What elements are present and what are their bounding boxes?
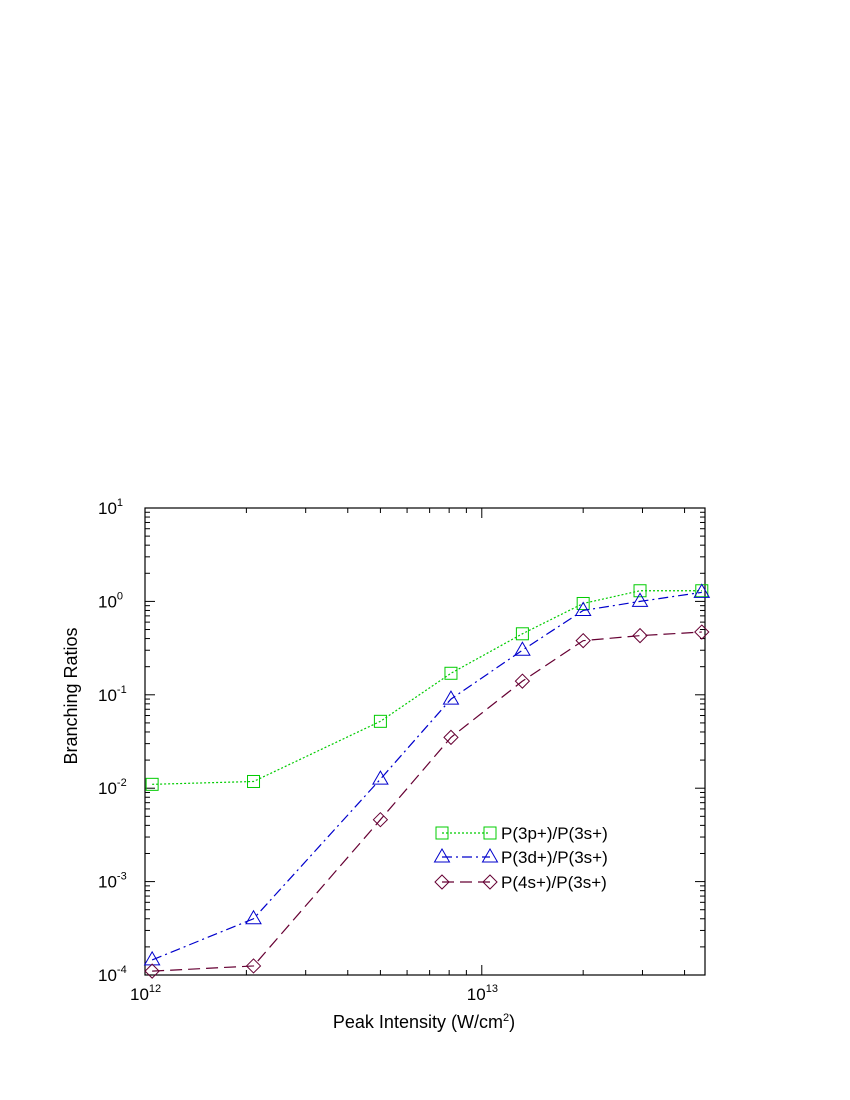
y-tick-label: 10-1 bbox=[98, 684, 127, 705]
data-point bbox=[574, 601, 592, 616]
data-point bbox=[245, 909, 262, 925]
series-line bbox=[152, 590, 702, 785]
legend: P(3p+)/P(3s+) P(3d+)/P(3s+) P(4s+)/P(3s+) bbox=[433, 824, 608, 892]
data-point bbox=[632, 627, 648, 644]
series-3 bbox=[144, 624, 710, 979]
x-axis-title-main: Peak Intensity (W/cm bbox=[333, 1012, 503, 1032]
data-point bbox=[143, 950, 161, 966]
data-point bbox=[515, 627, 529, 641]
x-tick-label-base: 10 bbox=[130, 985, 149, 1004]
series-2 bbox=[143, 583, 711, 966]
y-tick-label-exp: -4 bbox=[117, 964, 127, 976]
data-point bbox=[514, 641, 531, 656]
y-tick-label-exp: 1 bbox=[117, 497, 123, 509]
x-axis-title-sup: 2 bbox=[503, 1012, 509, 1024]
data-point bbox=[694, 624, 710, 640]
y-tick-label: 10-3 bbox=[98, 871, 127, 892]
y-tick-label-exp: -3 bbox=[117, 871, 127, 883]
data-point bbox=[443, 729, 459, 746]
y-tick-label-exp: 0 bbox=[117, 590, 123, 602]
y-tick-label: 10-4 bbox=[98, 964, 127, 985]
data-point bbox=[372, 770, 389, 785]
x-tick-label-exp: 12 bbox=[149, 983, 161, 995]
legend-label: P(4s+)/P(3s+) bbox=[501, 873, 607, 892]
y-tick-label-base: 10 bbox=[98, 779, 117, 798]
y-tick-label-base: 10 bbox=[98, 873, 117, 892]
y-tick-label-base: 10 bbox=[98, 592, 117, 611]
legend-item: P(4s+)/P(3s+) bbox=[434, 873, 607, 892]
data-point bbox=[514, 673, 531, 689]
legend-marker bbox=[483, 826, 497, 840]
data-point bbox=[245, 958, 262, 974]
legend-marker bbox=[435, 826, 449, 840]
legend-marker bbox=[481, 847, 499, 863]
legend-marker bbox=[433, 847, 451, 863]
y-tick-label: 10-2 bbox=[98, 777, 127, 798]
legend-label: P(3p+)/P(3s+) bbox=[501, 824, 608, 843]
data-point bbox=[145, 777, 159, 791]
y-tick-label: 101 bbox=[98, 497, 123, 518]
data-point bbox=[373, 714, 387, 728]
legend-marker bbox=[434, 874, 450, 890]
x-tick-label: 1012 bbox=[130, 983, 161, 1004]
legend-marker bbox=[482, 874, 498, 890]
data-point bbox=[631, 592, 649, 607]
axes bbox=[144, 507, 706, 976]
data-point bbox=[247, 774, 261, 788]
data-point bbox=[442, 690, 460, 705]
series-1 bbox=[145, 584, 709, 791]
x-tick-label: 1013 bbox=[467, 983, 498, 1004]
data-point bbox=[144, 963, 160, 979]
x-axis-title-close: ) bbox=[509, 1012, 515, 1032]
x-tick-label-base: 10 bbox=[467, 985, 486, 1004]
y-tick-label-base: 10 bbox=[98, 686, 117, 705]
data-point bbox=[575, 632, 591, 649]
legend-item: P(3p+)/P(3s+) bbox=[435, 824, 608, 843]
legend-label: P(3d+)/P(3s+) bbox=[501, 848, 608, 867]
data-point bbox=[372, 811, 389, 828]
data-point bbox=[444, 666, 458, 680]
y-tick-label-exp: -2 bbox=[117, 777, 127, 789]
y-tick-label-base: 10 bbox=[98, 966, 117, 985]
y-axis-title: Branching Ratios bbox=[61, 627, 81, 764]
y-tick-label: 100 bbox=[98, 590, 123, 611]
y-tick-label-exp: -1 bbox=[117, 684, 127, 696]
y-tick-label-base: 10 bbox=[98, 499, 117, 518]
legend-item: P(3d+)/P(3s+) bbox=[433, 847, 608, 867]
series-layer bbox=[143, 583, 711, 979]
series-line bbox=[152, 631, 702, 972]
data-point bbox=[633, 584, 647, 598]
x-tick-label-exp: 13 bbox=[486, 983, 498, 995]
data-point bbox=[693, 583, 711, 598]
data-point bbox=[576, 596, 590, 610]
plot-frame bbox=[144, 507, 706, 976]
series-line bbox=[151, 591, 702, 961]
x-axis-title: Peak Intensity (W/cm2) bbox=[333, 1012, 515, 1032]
